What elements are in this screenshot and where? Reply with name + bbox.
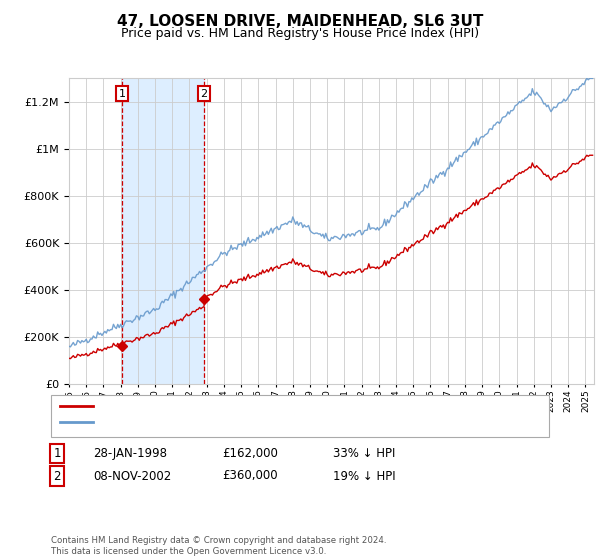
Text: Contains HM Land Registry data © Crown copyright and database right 2024.
This d: Contains HM Land Registry data © Crown c…: [51, 536, 386, 556]
Text: 47, LOOSEN DRIVE, MAIDENHEAD, SL6 3UT: 47, LOOSEN DRIVE, MAIDENHEAD, SL6 3UT: [117, 14, 483, 29]
Text: Price paid vs. HM Land Registry's House Price Index (HPI): Price paid vs. HM Land Registry's House …: [121, 27, 479, 40]
Text: 47, LOOSEN DRIVE, MAIDENHEAD, SL6 3UT (detached house): 47, LOOSEN DRIVE, MAIDENHEAD, SL6 3UT (d…: [99, 401, 418, 411]
Text: 2: 2: [200, 88, 208, 99]
Text: 19% ↓ HPI: 19% ↓ HPI: [333, 469, 395, 483]
Text: 1: 1: [119, 88, 125, 99]
Text: £162,000: £162,000: [222, 447, 278, 460]
Bar: [122, 78, 204, 384]
Text: HPI: Average price, detached house, Windsor and Maidenhead: HPI: Average price, detached house, Wind…: [99, 417, 424, 427]
Text: 1: 1: [53, 447, 61, 460]
Text: 08-NOV-2002: 08-NOV-2002: [93, 469, 171, 483]
Text: 28-JAN-1998: 28-JAN-1998: [93, 447, 167, 460]
Text: £360,000: £360,000: [222, 469, 278, 483]
Text: 33% ↓ HPI: 33% ↓ HPI: [333, 447, 395, 460]
Text: 2: 2: [53, 469, 61, 483]
